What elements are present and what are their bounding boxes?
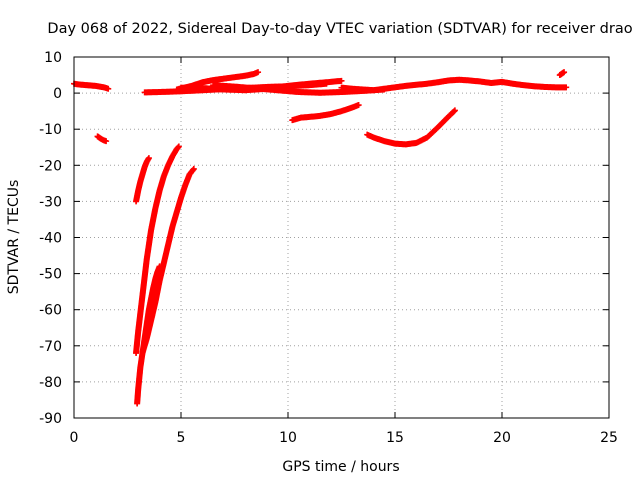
grid-lines <box>74 57 609 418</box>
chart-title: Day 068 of 2022, Sidereal Day-to-day VTE… <box>47 21 632 37</box>
series-group <box>556 69 568 79</box>
y-tick-label: -80 <box>39 375 62 391</box>
axis-ticks: 0 5 10 15 20 25 10 0 -10 -20 -30 -40 -50 -60 -70 -80 -90 <box>39 50 618 446</box>
y-tick-label: -70 <box>39 339 62 355</box>
series-group <box>338 76 570 94</box>
data-point <box>145 155 152 162</box>
series-group <box>289 102 362 124</box>
series-group <box>94 133 110 145</box>
data-point <box>451 107 458 114</box>
x-tick-label: 0 <box>70 430 79 446</box>
series-group <box>139 165 197 357</box>
data-series <box>71 69 570 407</box>
y-tick-label: 10 <box>44 50 62 66</box>
x-tick-label: 5 <box>177 430 186 446</box>
y-tick-label: -50 <box>39 267 62 283</box>
y-tick-label: -60 <box>39 303 62 319</box>
y-axis-label: SDTVAR / TECUs <box>6 180 22 295</box>
y-tick-label: -20 <box>39 158 62 174</box>
data-point <box>255 69 262 76</box>
x-axis-label: GPS time / hours <box>282 459 399 475</box>
plot-frame <box>73 56 610 419</box>
series-group <box>71 80 112 92</box>
data-point <box>105 85 112 92</box>
y-tick-label: -30 <box>39 194 62 210</box>
x-tick-label: 10 <box>279 430 297 446</box>
x-tick-label: 25 <box>600 430 618 446</box>
series-group <box>133 155 152 205</box>
x-tick-label: 15 <box>386 430 404 446</box>
data-point <box>190 165 197 172</box>
data-point <box>561 69 568 76</box>
data-point <box>355 102 362 109</box>
data-point <box>175 143 182 150</box>
y-tick-label: -90 <box>39 411 62 427</box>
data-point <box>338 77 345 84</box>
y-tick-label: -40 <box>39 231 62 247</box>
y-tick-label: 0 <box>53 86 62 102</box>
data-point <box>103 138 110 145</box>
series-group <box>364 107 458 148</box>
x-tick-label: 20 <box>493 430 511 446</box>
y-tick-label: -10 <box>39 122 62 138</box>
series-group <box>133 143 182 357</box>
data-point <box>563 84 570 91</box>
